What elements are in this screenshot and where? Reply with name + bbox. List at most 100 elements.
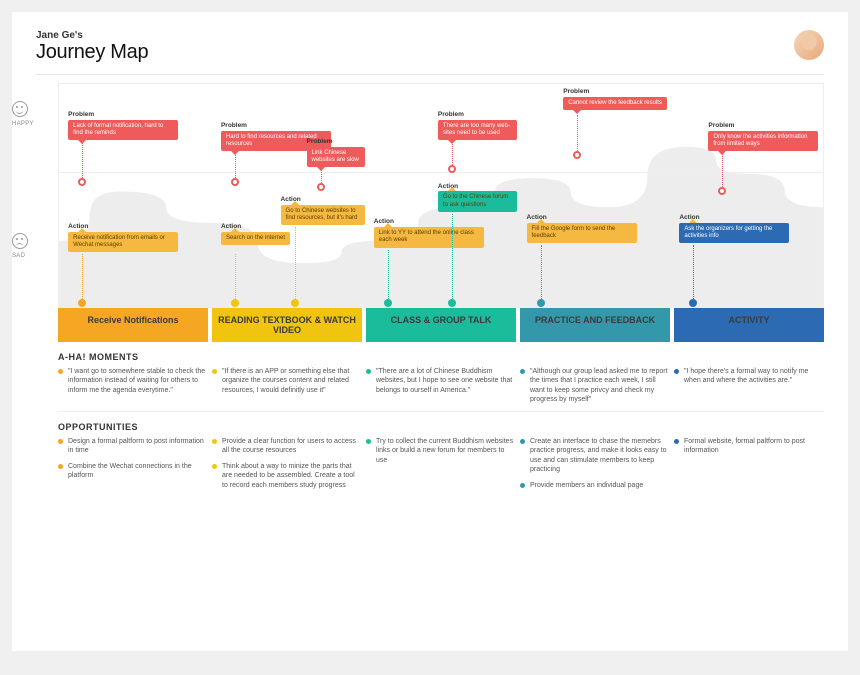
- phase-activity: ACTIVITY: [674, 308, 824, 342]
- aha-row: "I want go to somewhere stable to check …: [58, 367, 824, 405]
- bullet-text: Create an interface to chase the memebrs…: [530, 437, 670, 475]
- chart-column-activity: ProblemOnly know the activities informat…: [670, 84, 823, 308]
- bullet-text: Design a formal paltform to post informa…: [68, 437, 208, 456]
- problem-label: Problem: [708, 122, 818, 130]
- cell: "I want go to somewhere stable to check …: [58, 367, 208, 405]
- persona-name: Jane Ge's: [36, 30, 148, 41]
- bullet-dot: [58, 439, 63, 444]
- bullet: "There are a lot of Chinese Buddhism web…: [366, 367, 516, 395]
- opps-row: Design a formal paltform to post informa…: [58, 437, 824, 490]
- problem-label: Problem: [438, 111, 517, 119]
- bullet: Provide members an individual page: [520, 481, 670, 490]
- bullet-dot: [520, 369, 525, 374]
- connector: [82, 138, 83, 178]
- action-text: Link to YY to attend the online class ea…: [374, 227, 484, 247]
- connector: [722, 149, 723, 187]
- action-dot: [689, 299, 697, 307]
- problem-label: Problem: [563, 88, 667, 96]
- phase-notifications: Receive Notifications: [58, 308, 208, 342]
- action-callout: ActionFill the Google form to send the f…: [527, 214, 637, 243]
- action-dot: [448, 299, 456, 307]
- problem-dot: [718, 187, 726, 195]
- problem-dot: [78, 178, 86, 186]
- bullet: Think about a way to minize the parts th…: [212, 462, 362, 490]
- connector: [541, 245, 542, 299]
- bullet: Provide a clear function for users to ac…: [212, 437, 362, 456]
- action-callout: ActionGo to Chinese websites to find res…: [281, 196, 365, 225]
- cell: "If there is an APP or something else th…: [212, 367, 362, 405]
- action-callout: ActionGo to the Chinese forum to ask que…: [438, 183, 517, 212]
- bullet-text: "Although our group lead asked me to rep…: [530, 367, 670, 405]
- action-dot: [291, 299, 299, 307]
- cell: Formal website, formal paltform to post …: [674, 437, 824, 490]
- cell: "Although our group lead asked me to rep…: [520, 367, 670, 405]
- bullet-dot: [212, 464, 217, 469]
- sad-face-icon: [12, 233, 28, 249]
- problem-callout: ProblemCannot review the feedback result…: [563, 88, 667, 110]
- chart-column-practice: ProblemCannot review the feedback result…: [517, 84, 670, 308]
- action-callout: ActionSearch on the internet: [221, 223, 290, 245]
- action-dot: [78, 299, 86, 307]
- phase-bar: Receive NotificationsREADING TEXTBOOK & …: [58, 308, 824, 342]
- connector: [82, 254, 83, 299]
- page-title: Journey Map: [36, 41, 148, 64]
- bullet-dot: [58, 369, 63, 374]
- title-block: Jane Ge's Journey Map: [36, 30, 148, 64]
- action-dot: [231, 299, 239, 307]
- problem-dot: [573, 151, 581, 159]
- divider: [58, 411, 824, 412]
- emotion-chart: ProblemLack of formal notification, hard…: [58, 83, 824, 308]
- phase-class: CLASS & GROUP TALK: [366, 308, 516, 342]
- problem-callout: ProblemLink Chinese websites are slow: [307, 138, 365, 167]
- bullet: "If there is an APP or something else th…: [212, 367, 362, 395]
- opps-title: OPPORTUNITIES: [58, 422, 824, 432]
- bullet-dot: [520, 439, 525, 444]
- cell: Try to collect the current Buddhism webs…: [366, 437, 516, 490]
- problem-text: Only know the activities information fro…: [708, 131, 818, 151]
- header: Jane Ge's Journey Map: [36, 30, 824, 75]
- chart-column-reading: ProblemHard to find resources and relate…: [212, 84, 365, 308]
- bullet-text: Provide a clear function for users to ac…: [222, 437, 362, 456]
- action-callout: ActionLink to YY to attend the online cl…: [374, 218, 484, 247]
- problem-dot: [231, 178, 239, 186]
- action-callout: ActionReceive notification from emails o…: [68, 223, 178, 252]
- problem-dot: [317, 183, 325, 191]
- connector: [452, 138, 453, 165]
- bullet-dot: [674, 439, 679, 444]
- happy-face-icon: [12, 101, 28, 117]
- bullet-dot: [366, 369, 371, 374]
- bullet-dot: [58, 464, 63, 469]
- bullet: Formal website, formal paltform to post …: [674, 437, 824, 456]
- cell: "There are a lot of Chinese Buddhism web…: [366, 367, 516, 405]
- bullet: Design a formal paltform to post informa…: [58, 437, 208, 456]
- action-text: Ask the organizers for getting the activ…: [679, 223, 789, 243]
- journey-map-page: Jane Ge's Journey Map HAPPY SAD ProblemL…: [12, 12, 848, 651]
- action-text: Receive notification from emails or Wech…: [68, 232, 178, 252]
- action-text: Search on the internet: [221, 232, 290, 245]
- bullet: Combine the Wechat connections in the pl…: [58, 462, 208, 481]
- problem-callout: ProblemLack of formal notification, hard…: [68, 111, 178, 140]
- connector: [577, 115, 578, 151]
- aha-title: A-HA! MOMENTS: [58, 352, 824, 362]
- problem-text: There are too many web-sites need to be …: [438, 120, 517, 140]
- bullet-text: "I hope there's a formal way to notify m…: [684, 367, 824, 386]
- action-callout: ActionAsk the organizers for getting the…: [679, 214, 789, 243]
- connector: [388, 250, 389, 299]
- action-text: Go to Chinese websites to find resources…: [281, 205, 365, 225]
- connector: [452, 214, 453, 299]
- phase-reading: READING TEXTBOOK & WATCH VIDEO: [212, 308, 362, 342]
- happy-label: HAPPY: [12, 121, 34, 127]
- connector: [235, 149, 236, 178]
- bullet: Create an interface to chase the memebrs…: [520, 437, 670, 475]
- cell: Create an interface to chase the memebrs…: [520, 437, 670, 490]
- bullet-dot: [212, 369, 217, 374]
- bullet-dot: [520, 483, 525, 488]
- action-text: Fill the Google form to send the feedbac…: [527, 223, 637, 243]
- connector: [321, 165, 322, 183]
- bullet: "I hope there's a formal way to notify m…: [674, 367, 824, 386]
- problem-label: Problem: [68, 111, 178, 119]
- action-dot: [537, 299, 545, 307]
- problem-callout: ProblemThere are too many web-sites need…: [438, 111, 517, 140]
- bullet-text: "I want go to somewhere stable to check …: [68, 367, 208, 395]
- problem-text: Link Chinese websites are slow: [307, 147, 365, 167]
